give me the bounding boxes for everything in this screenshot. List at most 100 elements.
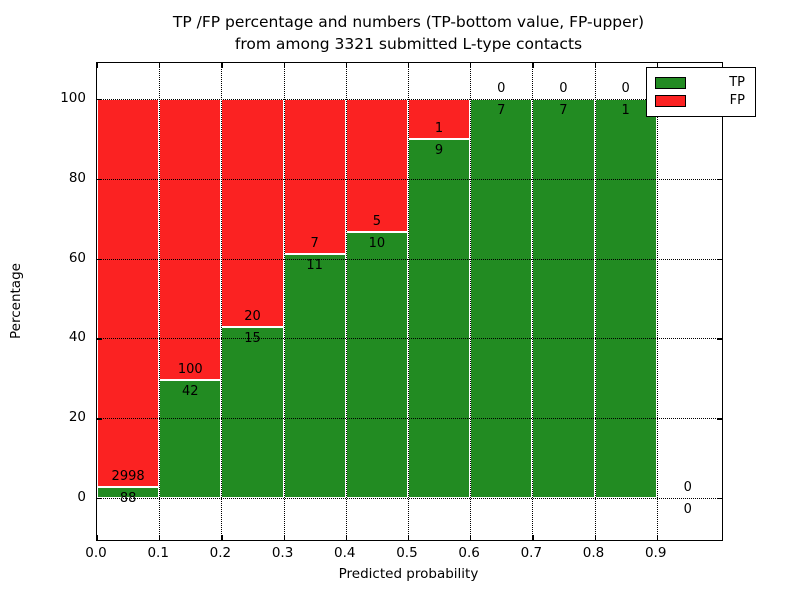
tp-bar-segment — [407, 138, 471, 499]
x-gridline — [283, 63, 285, 540]
x-gridline — [594, 63, 596, 540]
x-gridline — [159, 63, 161, 540]
x-tick-mark — [221, 535, 223, 540]
x-axis-label: Predicted probability — [338, 566, 479, 582]
x-tick-label: 0.9 — [644, 545, 667, 561]
x-tick-mark — [97, 63, 99, 68]
legend: TP FP — [646, 67, 756, 117]
y-tick-mark — [97, 418, 102, 420]
y-gridline — [97, 178, 722, 180]
y-axis-label: Percentage — [8, 263, 24, 339]
tp-count-label: 0 — [683, 502, 692, 518]
y-gridline — [97, 498, 722, 500]
fp-bar-segment — [345, 98, 408, 232]
y-gridline — [97, 98, 722, 100]
fp-bar-segment — [283, 98, 346, 255]
x-tick-label: 0.5 — [396, 545, 418, 561]
y-gridline — [97, 418, 722, 420]
y-tick-label: 40 — [68, 329, 86, 346]
x-tick-mark — [283, 535, 285, 540]
fp-count-label: 20 — [244, 309, 261, 325]
y-tick-mark — [97, 178, 102, 181]
legend-row-tp: TP — [655, 74, 747, 91]
fp-count-label: 7 — [310, 236, 319, 252]
x-tick-mark — [470, 535, 472, 540]
tp-count-label: 1 — [621, 102, 630, 118]
y-gridline — [97, 258, 722, 260]
fp-legend-label: FP — [729, 93, 745, 108]
tp-legend-label: TP — [729, 75, 745, 90]
tp-bar-segment — [221, 327, 284, 499]
x-tick-label: 0.4 — [334, 545, 356, 561]
fp-bar-segment — [97, 98, 160, 487]
y-tick-mark — [97, 258, 102, 260]
tp-bar-segment — [345, 231, 408, 499]
tp-count-label: 7 — [559, 102, 568, 118]
tp-bar-segment — [532, 98, 595, 499]
fp-count-label: 5 — [372, 213, 381, 229]
x-tick-mark — [97, 535, 99, 540]
tp-count-label: 15 — [244, 331, 261, 346]
x-tick-mark — [594, 63, 596, 68]
x-tick-mark — [283, 63, 285, 68]
x-tick-label: 0.3 — [271, 545, 294, 561]
y-tick-label: 0 — [77, 489, 86, 506]
tp-count-label: 11 — [306, 258, 323, 274]
y-tick-mark — [97, 98, 102, 101]
y-tick-mark — [717, 178, 722, 181]
x-tick-mark — [159, 63, 161, 68]
x-gridline — [345, 63, 347, 540]
legend-row-fp: FP — [655, 92, 747, 109]
x-tick-mark — [470, 63, 472, 68]
tp-bar-segment — [159, 380, 222, 499]
tp-count-label: 88 — [119, 490, 137, 506]
y-tick-label: 80 — [68, 169, 86, 186]
fp-bar-segment — [221, 98, 284, 327]
fp-count-label: 2998 — [111, 468, 145, 484]
tp-count-label: 10 — [368, 235, 386, 251]
fp-legend-swatch — [655, 94, 686, 107]
tp-count-label: 9 — [434, 142, 444, 158]
tp-bar-segment — [97, 486, 160, 499]
y-tick-mark — [717, 338, 722, 340]
x-tick-label: 0.0 — [85, 545, 107, 561]
y-tick-mark — [717, 498, 722, 500]
x-gridline — [656, 63, 658, 540]
x-tick-mark — [532, 535, 534, 540]
y-tick-label: 20 — [68, 409, 86, 426]
x-tick-mark — [159, 535, 161, 540]
x-tick-mark — [656, 63, 658, 68]
x-tick-mark — [221, 63, 223, 68]
tp-count-label: 7 — [497, 102, 506, 118]
tp-count-label: 42 — [182, 384, 199, 399]
plot-area: 2998 88 100 42 20 15 7 11 5 10 1 9 0 7 0 7 0 1 0 0 — [96, 62, 723, 541]
x-tick-mark — [407, 535, 410, 540]
x-tick-label: 0.7 — [520, 545, 543, 561]
fp-count-label: 0 — [559, 80, 568, 96]
x-tick-mark — [656, 535, 658, 540]
x-tick-label: 0.1 — [147, 545, 169, 561]
y-gridline — [97, 338, 722, 340]
chart-title-line1: TP /FP percentage and numbers (TP-bottom… — [172, 13, 645, 31]
tp-bar-segment — [594, 98, 657, 499]
y-tick-mark — [717, 258, 722, 260]
x-tick-mark — [407, 63, 410, 68]
y-tick-label: 100 — [60, 89, 86, 106]
fp-count-label: 1 — [434, 120, 444, 136]
tp-legend-swatch — [655, 76, 686, 89]
x-gridline — [532, 63, 534, 540]
tp-bar-segment — [283, 254, 346, 499]
fp-count-label: 0 — [621, 80, 630, 96]
x-tick-mark — [345, 63, 348, 68]
x-tick-mark — [345, 535, 348, 540]
fp-count-label: 100 — [177, 362, 203, 378]
y-tick-label: 60 — [68, 249, 86, 266]
fp-count-label: 0 — [683, 480, 692, 496]
x-tick-label: 0.6 — [458, 545, 480, 561]
x-tick-mark — [594, 535, 596, 540]
x-tick-label: 0.8 — [582, 545, 605, 561]
x-tick-mark — [532, 63, 534, 68]
x-gridline — [470, 63, 472, 540]
chart-title-line2: from among 3321 submitted L-type contact… — [234, 35, 583, 53]
